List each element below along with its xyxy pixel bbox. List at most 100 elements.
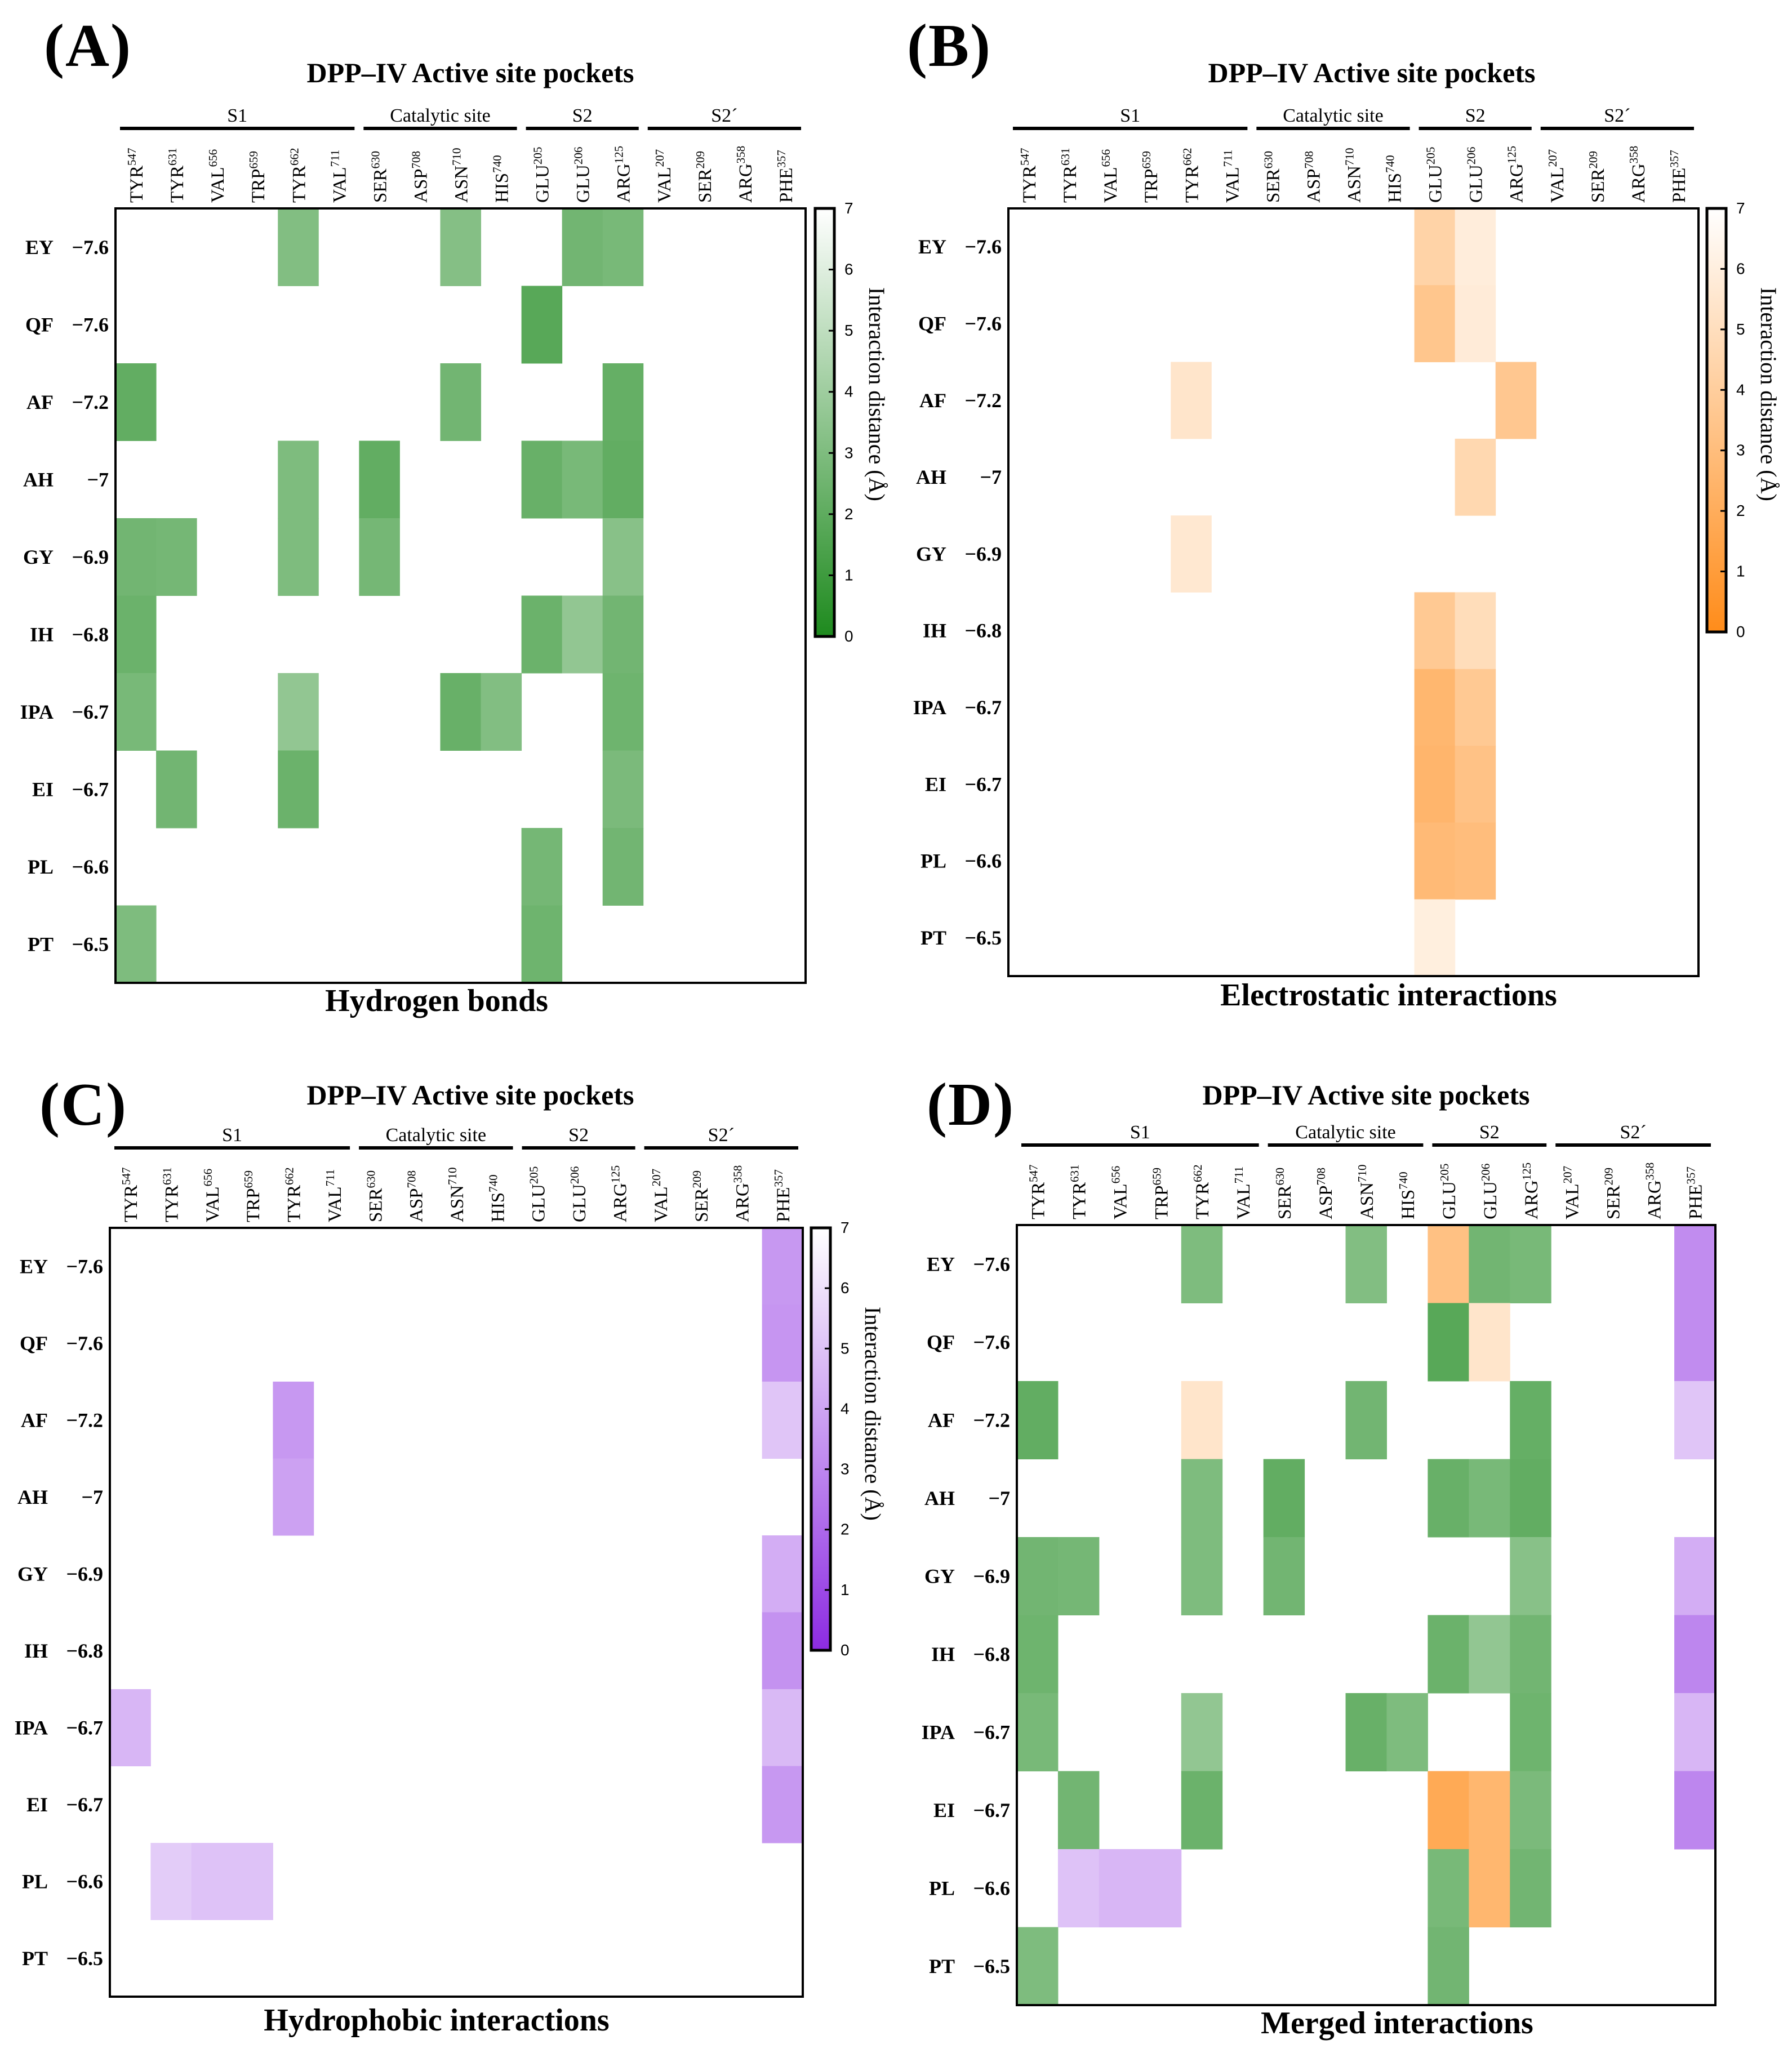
row-label-score: −6.7 [72,778,109,800]
column-label-residue: ASN710 [450,148,472,203]
colorbar [810,1226,832,1652]
heatmap-panel-d: EY −7.6 QF −7.6 AF −7.2 AH −7 GY −6.9 IH −6.8 IPA −6.… [922,1122,1717,2006]
column-label-residue: ARG125 [612,146,634,203]
heatmap-cell [1140,1849,1182,1927]
column-label-residue: HIS740 [1397,1172,1419,1219]
heatmap-frame [1007,207,1700,977]
heatmap-cell [602,440,644,519]
column-label-residue: ARG125 [1505,146,1527,203]
column-label-residue: SER630 [364,1170,386,1222]
pocket-group-label: Catalytic site [386,1125,486,1146]
column-label-residue: TYR631 [1068,1165,1090,1220]
panel-title-b: DPP–IV Active site pockets [1208,57,1536,88]
row-label-score: −7.6 [66,1255,103,1277]
column-label-residue: GLU206 [1479,1164,1501,1219]
heatmap-cell [762,1766,803,1843]
colorbar-tick-label: 0 [1736,623,1745,640]
heatmap-cell [1428,1459,1469,1538]
row-label-peptide: IPA [913,696,946,719]
column-label-residue: VAL711 [328,150,350,203]
pocket-group-label: S2 [572,105,593,126]
heatmap-cell [1674,1537,1716,1615]
column-label-residue: TYR631 [161,1168,183,1223]
heatmap-cell [1017,1615,1059,1694]
heatmap-cell [1455,746,1496,823]
heatmap-cell [1469,1303,1510,1382]
row-label-peptide: EI [32,778,54,800]
column-label-residue: ASP708 [1302,151,1324,203]
colorbar-tick-label: 0 [844,627,853,645]
pocket-group-label: S2´ [708,1125,735,1146]
row-label-peptide: EI [933,1799,955,1821]
row-label-score: −6.5 [964,927,1002,949]
colorbar-title: Interaction distance (Å) [1756,287,1781,501]
heatmap-cell [1455,208,1496,286]
colorbar [1705,207,1728,634]
heatmap-cell [115,363,157,441]
colorbar-tick-label: 3 [1736,442,1745,459]
pocket-group-label: S1 [1130,1122,1150,1143]
heatmap-cell [115,595,157,674]
heatmap-cell [1414,669,1456,746]
pocket-group-label: S1 [222,1125,242,1146]
pocket-group-label: S2 [1479,1122,1500,1143]
heatmap-cell [1428,1615,1469,1694]
row-label-peptide: GY [924,1565,955,1587]
heatmap-cell [762,1689,803,1766]
column-label-residue: TYR662 [1180,148,1202,203]
row-label-peptide: QF [927,1331,955,1353]
column-label-residue: TRP659 [242,1170,264,1222]
row-label-score: −6.7 [973,1721,1010,1743]
heatmap-cell [762,1612,803,1690]
heatmap-cell [1345,1381,1387,1459]
panel-letter-d: (D) [927,1071,1015,1138]
column-label-residue: TYR547 [1026,1165,1048,1220]
pocket-group-label: S1 [1120,105,1140,126]
column-label-residue: GLU205 [1424,147,1446,203]
heatmap-cell [521,440,563,519]
column-label-residue: PHE357 [1684,1166,1706,1219]
column-label-residue: VAL656 [1109,1166,1131,1219]
row-label-score: −6.5 [973,1955,1010,1978]
colorbar [813,207,836,638]
row-label-score: −6.5 [72,933,109,955]
column-label-residue: GLU205 [527,1166,549,1222]
column-label-residue: TYR547 [125,148,147,203]
column-label-residue: TYR662 [287,148,309,203]
heatmap-panel-a: EY −7.6 QF −7.6 AF −7.2 AH −7 GY −6.9 IH −6.8 IPA −6.… [20,105,890,984]
heatmap-cell [1057,1537,1100,1615]
row-label-peptide: QF [20,1332,48,1355]
column-label-residue: TYR662 [1191,1165,1213,1220]
column-label-residue: TRP659 [247,151,269,203]
heatmap-cell [1181,1225,1223,1303]
panel-xlabel-b: Electrostatic interactions [1220,978,1557,1013]
colorbar-tick-label: 2 [844,505,853,523]
row-label-score: −7 [87,468,109,491]
colorbar-tick-label: 2 [1736,502,1745,519]
row-label-score: −7.6 [964,312,1002,335]
column-label-residue: VAL656 [201,1169,223,1222]
column-label-residue: VAL711 [323,1169,345,1222]
row-label-score: −7.6 [973,1331,1010,1353]
pocket-group-label: Catalytic site [390,105,490,126]
column-label-residue: PHE357 [1668,150,1689,203]
row-label-peptide: GY [23,546,54,568]
row-label-peptide: PL [929,1877,955,1899]
row-label-score: −6.8 [973,1643,1010,1665]
heatmap-panel-b: EY −7.6 QF −7.6 AF −7.2 AH −7 GY −6.9 IH −6.8 IPA −6.… [913,105,1781,977]
column-label-residue: VAL656 [1099,149,1121,203]
column-label-residue: VAL207 [650,1169,672,1222]
row-label-score: −6.7 [66,1716,103,1739]
column-label-residue: HIS740 [486,1174,508,1222]
heatmap-cell [602,518,644,596]
heatmap-cell [1414,285,1456,363]
colorbar-tick-label: 1 [1736,563,1745,580]
heatmap-cell [440,673,482,751]
heatmap-cell [1057,1771,1100,1850]
heatmap-cell [521,828,563,906]
heatmap-cell [1181,1693,1223,1771]
column-label-residue: SER209 [690,1170,712,1222]
heatmap-cell [278,208,319,286]
row-label-score: −7.2 [66,1409,103,1431]
panel-letter-a: (A) [44,12,132,79]
